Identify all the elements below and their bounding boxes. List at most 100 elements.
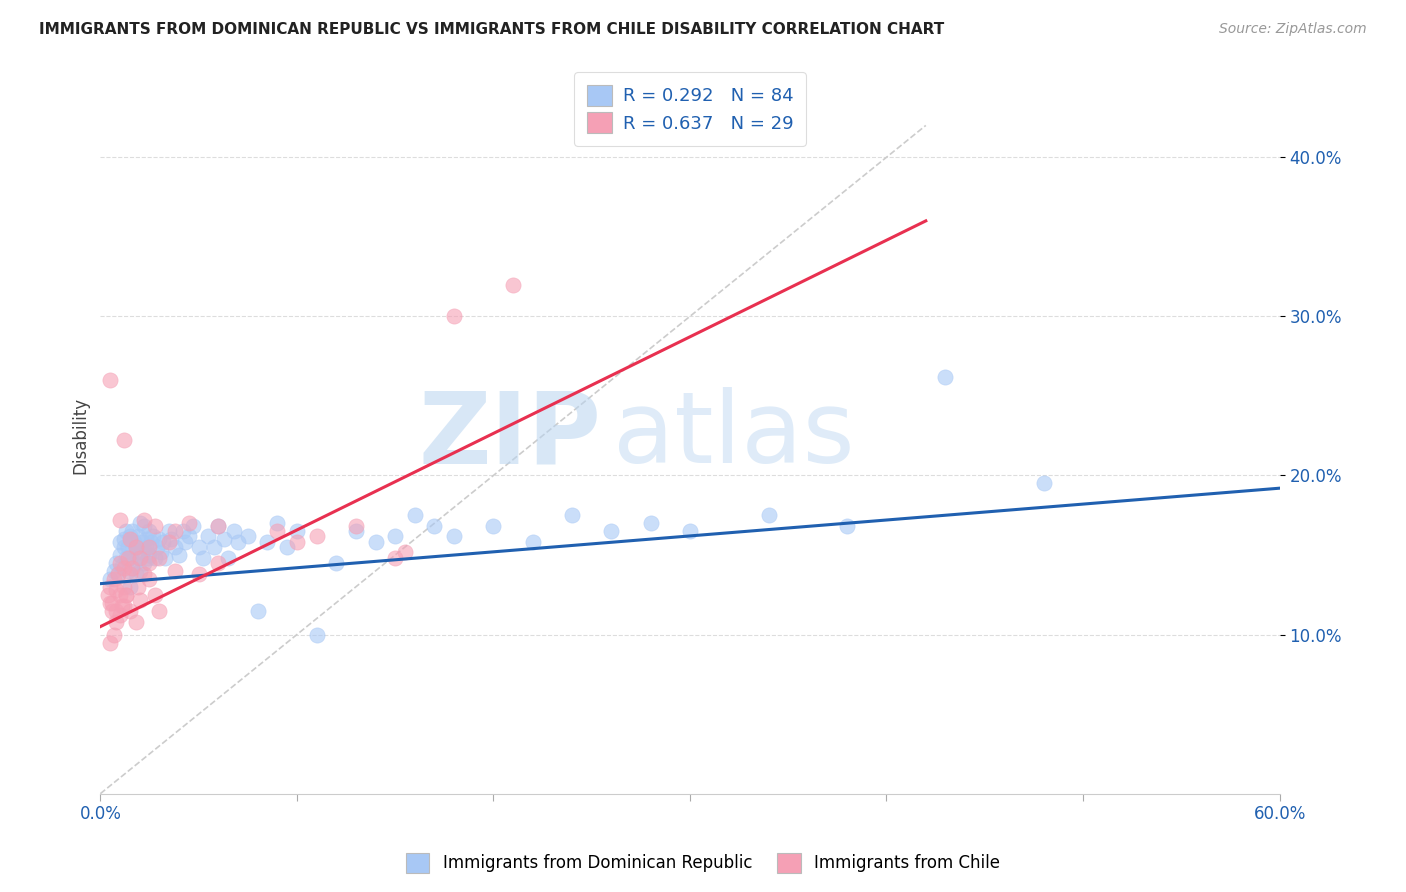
Point xyxy=(98,572,121,586)
Point xyxy=(138,572,160,586)
Point xyxy=(128,592,150,607)
Point xyxy=(101,596,124,610)
Point xyxy=(384,529,406,543)
Point xyxy=(202,540,225,554)
Point xyxy=(142,529,165,543)
Point xyxy=(117,551,139,566)
Point xyxy=(181,519,204,533)
Point xyxy=(600,524,623,538)
Point xyxy=(640,516,662,531)
Point xyxy=(679,524,702,538)
Point xyxy=(423,519,446,533)
Point xyxy=(561,508,583,523)
Point xyxy=(246,604,269,618)
Point xyxy=(222,524,245,538)
Point xyxy=(118,529,141,543)
Point xyxy=(112,532,135,546)
Point xyxy=(131,535,153,549)
Point xyxy=(404,508,426,523)
Point xyxy=(105,615,128,629)
Point xyxy=(443,529,465,543)
Point xyxy=(128,516,150,531)
Point xyxy=(155,551,177,566)
Point xyxy=(163,540,186,554)
Point xyxy=(108,556,131,570)
Point xyxy=(112,434,135,448)
Point xyxy=(103,627,125,641)
Point xyxy=(150,545,173,559)
Y-axis label: Disability: Disability xyxy=(72,397,89,475)
Point xyxy=(118,580,141,594)
Point xyxy=(443,310,465,324)
Legend: Immigrants from Dominican Republic, Immigrants from Chile: Immigrants from Dominican Republic, Immi… xyxy=(399,847,1007,880)
Point xyxy=(98,373,121,387)
Point xyxy=(1032,476,1054,491)
Point xyxy=(276,540,298,554)
Point xyxy=(384,551,406,566)
Legend: R = 0.292   N = 84, R = 0.637   N = 29: R = 0.292 N = 84, R = 0.637 N = 29 xyxy=(574,72,806,145)
Point xyxy=(125,615,148,629)
Point xyxy=(105,556,128,570)
Point xyxy=(101,604,124,618)
Point xyxy=(148,551,170,566)
Point xyxy=(305,627,328,641)
Point xyxy=(132,513,155,527)
Point xyxy=(125,540,148,554)
Point xyxy=(163,524,186,538)
Point xyxy=(98,596,121,610)
Point xyxy=(127,529,149,543)
Point xyxy=(266,516,288,531)
Point xyxy=(108,513,131,527)
Point xyxy=(197,529,219,543)
Point xyxy=(146,540,169,554)
Point xyxy=(157,524,180,538)
Point xyxy=(160,532,183,546)
Point xyxy=(117,564,139,578)
Point xyxy=(117,540,139,554)
Point xyxy=(115,524,138,538)
Point xyxy=(121,560,143,574)
Point xyxy=(112,540,135,554)
Point xyxy=(103,572,125,586)
Point xyxy=(132,519,155,533)
Text: IMMIGRANTS FROM DOMINICAN REPUBLIC VS IMMIGRANTS FROM CHILE DISABILITY CORRELATI: IMMIGRANTS FROM DOMINICAN REPUBLIC VS IM… xyxy=(39,22,945,37)
Point xyxy=(122,556,145,570)
Text: atlas: atlas xyxy=(613,387,855,484)
Point xyxy=(172,524,194,538)
Point xyxy=(167,548,190,562)
Point xyxy=(127,580,149,594)
Point xyxy=(107,567,129,582)
Point xyxy=(934,369,956,384)
Point xyxy=(758,508,780,523)
Point xyxy=(115,588,138,602)
Point xyxy=(105,582,128,597)
Point xyxy=(105,604,128,618)
Point xyxy=(482,519,505,533)
Point xyxy=(256,535,278,549)
Point xyxy=(344,519,367,533)
Point xyxy=(138,548,160,562)
Point xyxy=(118,532,141,546)
Point xyxy=(107,567,129,582)
Point xyxy=(115,551,138,566)
Point xyxy=(344,524,367,538)
Point xyxy=(138,556,160,570)
Point xyxy=(118,604,141,618)
Point xyxy=(285,535,308,549)
Point xyxy=(98,635,121,649)
Point xyxy=(148,604,170,618)
Point xyxy=(148,532,170,546)
Point xyxy=(177,529,200,543)
Point xyxy=(118,567,141,582)
Point xyxy=(122,535,145,549)
Point xyxy=(837,519,859,533)
Point xyxy=(118,551,141,566)
Point xyxy=(112,580,135,594)
Point xyxy=(138,524,160,538)
Point xyxy=(141,535,163,549)
Point xyxy=(145,588,167,602)
Point xyxy=(121,524,143,538)
Point xyxy=(127,551,149,566)
Point xyxy=(236,529,259,543)
Point xyxy=(108,608,131,623)
